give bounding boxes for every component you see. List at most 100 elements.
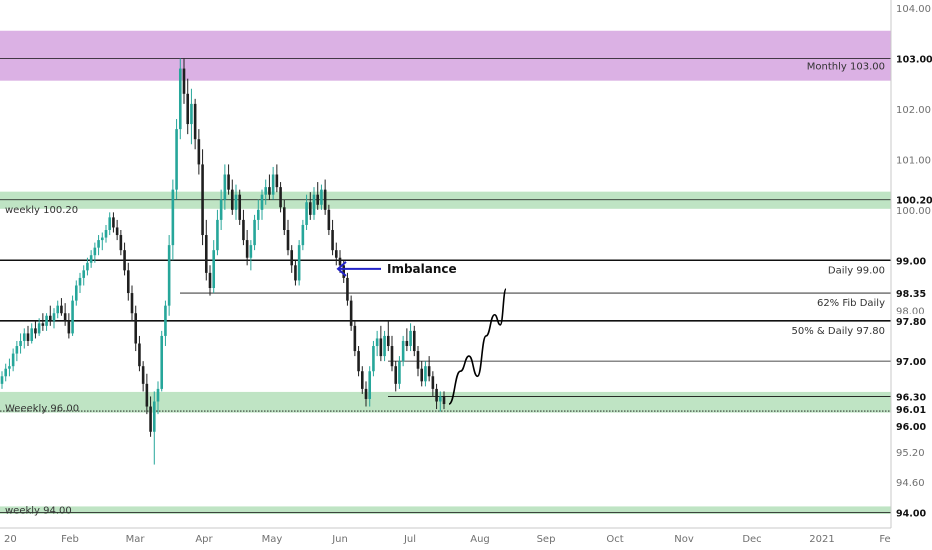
candle-body <box>223 174 227 200</box>
y-tick-label: 101.00 <box>896 155 931 166</box>
candle <box>435 383 438 410</box>
candle <box>412 325 416 357</box>
candle-body <box>357 351 360 372</box>
candle-body <box>197 139 201 165</box>
zone-label-0: Monthly 103.00 <box>807 62 885 73</box>
candle-body <box>134 313 138 344</box>
candle-body <box>368 371 372 399</box>
candle-body <box>30 328 34 341</box>
candle <box>405 328 409 352</box>
level-labels-layer: Daily 99.00 62% Fib Daily 50% & Daily 97.8… <box>5 62 885 517</box>
candle <box>41 313 45 331</box>
candle <box>182 58 186 104</box>
candle <box>323 179 327 215</box>
x-ticks: 20 Feb Mar Apr May Jun Jul Aug Sep Oct Nov Dec 2021 F… <box>4 534 891 545</box>
candle-body <box>48 315 52 321</box>
y-tick-label: 100.00 <box>896 206 931 217</box>
candle <box>372 340 375 377</box>
candle-body <box>126 270 130 294</box>
candle-body <box>268 187 271 195</box>
candle-body <box>167 245 171 306</box>
candle-body <box>420 368 424 382</box>
candle-body <box>334 250 338 258</box>
level-label-2: Daily 99.00 <box>828 265 885 276</box>
candle-body <box>245 240 249 258</box>
candle <box>178 58 182 140</box>
candle <box>245 229 249 266</box>
candle <box>93 242 97 263</box>
price-tag-bg <box>892 354 931 369</box>
price-tag: 96.30 <box>892 389 931 404</box>
price-tag-bg <box>892 192 931 207</box>
candle-body <box>34 328 37 334</box>
candle-body <box>364 388 368 399</box>
candle-body <box>104 229 108 238</box>
candle <box>123 242 126 276</box>
y-ticks: 104.00 102.00 101.00 100.00 98.00 95.20 94.60 <box>896 4 931 489</box>
candle <box>253 214 256 251</box>
candle-body <box>234 194 238 210</box>
price-tag-label: 96.01 <box>896 405 926 416</box>
candle <box>375 330 379 357</box>
y-tick-label: 94.60 <box>896 478 925 489</box>
candle-body <box>56 305 60 314</box>
candle <box>327 204 331 236</box>
candle <box>312 187 316 220</box>
candle-body <box>398 361 401 384</box>
candle <box>52 308 56 329</box>
candle <box>56 300 60 319</box>
candle <box>420 361 424 387</box>
candle-body <box>22 333 26 341</box>
candle-body <box>97 240 100 248</box>
candle-body <box>424 366 427 382</box>
candle <box>227 164 230 195</box>
candle-body <box>93 247 97 256</box>
price-axis[interactable]: 104.00102.00101.00100.0098.0095.2094.60 … <box>890 0 932 550</box>
candle <box>60 298 63 316</box>
y-tick-label: 102.00 <box>896 105 931 116</box>
candle-body <box>242 219 245 241</box>
candle <box>126 262 130 301</box>
candle-body <box>60 305 63 314</box>
price-tag: 96.01 <box>892 402 931 416</box>
candle-body <box>164 305 167 336</box>
candle-body <box>160 335 164 389</box>
x-tick-label: 2021 <box>809 534 834 545</box>
candle <box>364 381 368 407</box>
candle-body <box>360 371 364 389</box>
price-tag: 100.20 <box>892 192 932 207</box>
candle-body <box>0 376 4 384</box>
candle-body <box>52 313 56 321</box>
candle <box>160 330 164 392</box>
level-label-3: 62% Fib Daily <box>817 298 885 309</box>
candle-body <box>342 265 346 278</box>
candle-body <box>279 187 282 208</box>
time-axis[interactable]: 20 Feb Mar Apr May Jun Jul Aug Sep Oct Nov Dec 2021 F… <box>0 527 932 550</box>
candle-body <box>427 366 431 377</box>
candle-body <box>312 194 316 215</box>
candle <box>74 280 78 306</box>
price-tag: 96.00 <box>892 419 931 433</box>
candle <box>249 240 253 271</box>
candle <box>383 330 386 362</box>
candle-body <box>271 174 275 195</box>
candle <box>0 371 4 389</box>
zone-1 <box>0 191 891 209</box>
candle-body <box>86 262 89 271</box>
candle <box>164 300 167 347</box>
candle-body <box>227 174 230 190</box>
candle <box>19 333 22 354</box>
candle <box>394 361 398 392</box>
candle-body <box>253 219 256 246</box>
candle <box>216 209 219 256</box>
zones-layer <box>0 30 891 514</box>
candle-body <box>435 388 438 402</box>
candle-body <box>212 250 216 289</box>
price-tag-bg <box>892 505 931 520</box>
candle <box>138 335 141 372</box>
zone-label-1: weekly 100.20 <box>5 205 78 216</box>
candle-body <box>74 285 78 301</box>
candle-body <box>186 93 190 125</box>
candle-body <box>305 202 308 225</box>
